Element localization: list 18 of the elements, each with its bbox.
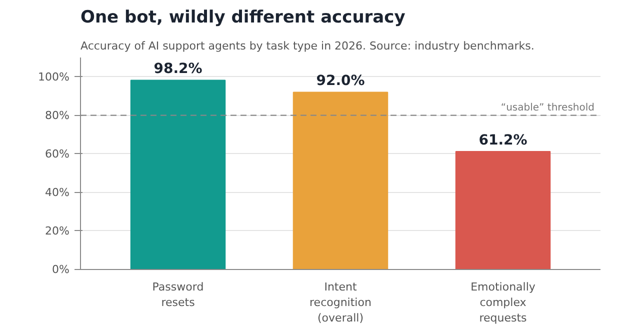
y-tick-label: 80%: [45, 108, 70, 122]
data-label: 98.2%: [154, 61, 202, 78]
x-tick-label: Emotionally complex requests: [470, 280, 536, 325]
y-tick-label: 0%: [52, 263, 70, 276]
data-label: 61.2%: [478, 132, 528, 149]
bar: [455, 151, 551, 270]
bar: [130, 80, 226, 270]
y-tick-label: 40%: [45, 186, 70, 199]
chart-subtitle: Accuracy of AI support agents by task type in 2026. Source: industry benchmarks.: [80, 40, 534, 52]
y-tick-label: 100%: [38, 70, 70, 84]
ref-line-label: “usable” threshold: [500, 102, 595, 114]
x-tick-label: Intent recognition (overall): [310, 280, 372, 325]
chart-title: One bot, wildly different accuracy: [80, 8, 406, 28]
bar: [292, 92, 388, 270]
x-tick-label: Password resets: [152, 280, 204, 310]
data-label: 92.0%: [316, 73, 365, 90]
y-tick-label: 20%: [45, 224, 70, 238]
y-tick-label: 60%: [45, 147, 70, 160]
